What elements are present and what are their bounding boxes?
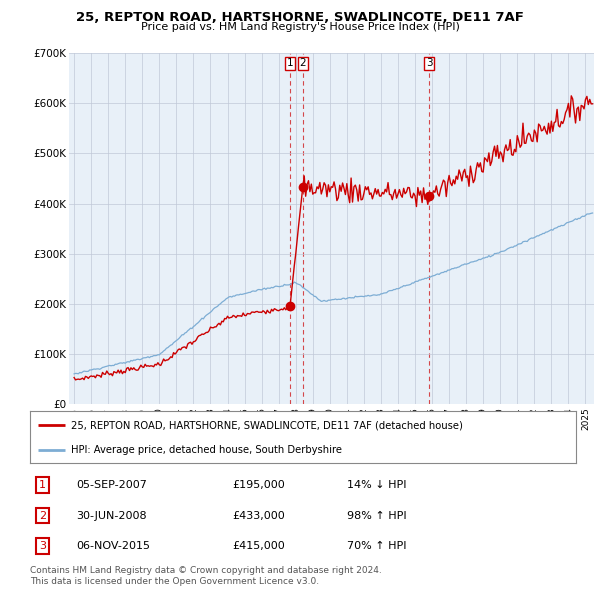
Text: 05-SEP-2007: 05-SEP-2007 [76, 480, 147, 490]
Text: £195,000: £195,000 [232, 480, 285, 490]
Text: 1: 1 [39, 480, 46, 490]
Text: 2: 2 [39, 511, 46, 520]
Text: 30-JUN-2008: 30-JUN-2008 [76, 511, 147, 520]
Text: 14% ↓ HPI: 14% ↓ HPI [347, 480, 406, 490]
Text: 06-NOV-2015: 06-NOV-2015 [76, 541, 151, 551]
Text: Contains HM Land Registry data © Crown copyright and database right 2024.
This d: Contains HM Land Registry data © Crown c… [30, 566, 382, 586]
Text: 25, REPTON ROAD, HARTSHORNE, SWADLINCOTE, DE11 7AF: 25, REPTON ROAD, HARTSHORNE, SWADLINCOTE… [76, 11, 524, 24]
Text: £433,000: £433,000 [232, 511, 285, 520]
Text: 2: 2 [299, 58, 306, 68]
Text: 1: 1 [287, 58, 293, 68]
Text: 3: 3 [39, 541, 46, 551]
Text: HPI: Average price, detached house, South Derbyshire: HPI: Average price, detached house, Sout… [71, 445, 342, 455]
Text: Price paid vs. HM Land Registry's House Price Index (HPI): Price paid vs. HM Land Registry's House … [140, 22, 460, 32]
Text: £415,000: £415,000 [232, 541, 285, 551]
Text: 70% ↑ HPI: 70% ↑ HPI [347, 541, 406, 551]
Text: 98% ↑ HPI: 98% ↑ HPI [347, 511, 406, 520]
Text: 3: 3 [426, 58, 433, 68]
Text: 25, REPTON ROAD, HARTSHORNE, SWADLINCOTE, DE11 7AF (detached house): 25, REPTON ROAD, HARTSHORNE, SWADLINCOTE… [71, 420, 463, 430]
